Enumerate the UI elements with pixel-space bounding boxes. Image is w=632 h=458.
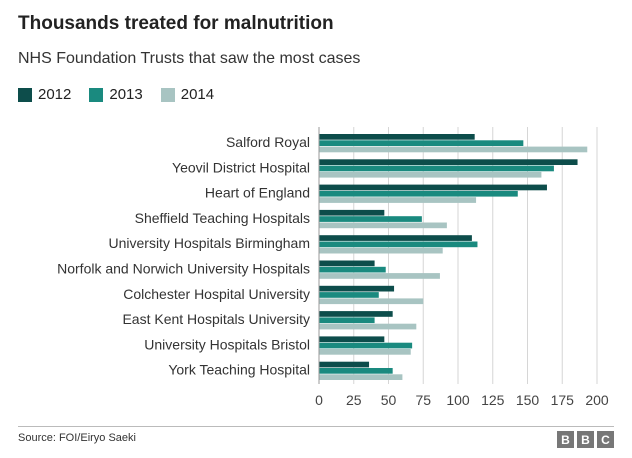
category-label: Yeovil District Hospital xyxy=(172,159,310,175)
bar-2013 xyxy=(319,241,478,248)
bar-2013 xyxy=(319,190,518,197)
bar-2014 xyxy=(319,374,403,380)
bar-2014 xyxy=(319,197,477,203)
bbc-logo: B B C xyxy=(557,431,614,448)
category-label: University Hospitals Birmingham xyxy=(108,235,310,251)
x-tick-label: 25 xyxy=(346,392,362,408)
bbc-logo-letter: B xyxy=(557,431,574,448)
category-label: Sheffield Teaching Hospitals xyxy=(135,210,310,226)
bar-2013 xyxy=(319,292,379,298)
bar-2014 xyxy=(319,273,440,279)
bar-2013 xyxy=(319,266,386,273)
legend-label-2012: 2012 xyxy=(38,86,72,103)
category-label: East Kent Hospitals University xyxy=(122,311,310,327)
source-note: Source: FOI/Eiryo Saeki xyxy=(18,432,136,444)
bar-2014 xyxy=(319,222,447,229)
bar-2012 xyxy=(319,260,375,267)
x-tick-label: 200 xyxy=(585,392,609,408)
bar-2014 xyxy=(319,323,417,330)
x-tick-label: 50 xyxy=(381,392,397,408)
x-tick-label: 75 xyxy=(415,392,431,408)
legend-swatch-2012 xyxy=(18,87,32,102)
bar-2012 xyxy=(319,311,393,317)
legend-label-2014: 2014 xyxy=(180,86,215,103)
bar-2012 xyxy=(319,134,475,140)
bar-2014 xyxy=(319,298,424,305)
bar-2012 xyxy=(319,159,578,165)
bar-2013 xyxy=(319,140,524,146)
legend-item-2012: 2012 xyxy=(18,86,71,103)
category-label: York Teaching Hospital xyxy=(168,362,310,378)
legend-label-2013: 2013 xyxy=(109,86,143,103)
bar-2012 xyxy=(319,361,370,368)
category-label: University Hospitals Bristol xyxy=(144,336,310,352)
category-label: Norfolk and Norwich University Hospitals xyxy=(57,261,310,277)
legend-item-2013: 2013 xyxy=(89,86,143,103)
bar-2012 xyxy=(319,209,385,216)
chart-subtitle: NHS Foundation Trusts that saw the most … xyxy=(18,50,361,67)
footer-divider xyxy=(18,426,614,427)
legend-swatch-2014 xyxy=(160,87,175,102)
x-tick-label: 125 xyxy=(481,392,505,408)
x-tick-label: 100 xyxy=(446,392,470,408)
bar-2014 xyxy=(319,349,411,355)
x-tick-label: 150 xyxy=(516,392,540,408)
category-label: Heart of England xyxy=(205,185,310,201)
bar-2014 xyxy=(319,146,588,153)
legend: 2012 2013 2014 xyxy=(18,86,214,103)
bar-2012 xyxy=(319,184,547,191)
x-tick-label: 175 xyxy=(551,392,575,408)
x-tick-label: 0 xyxy=(315,392,323,408)
bar-2013 xyxy=(319,368,393,374)
chart-title: Thousands treated for malnutrition xyxy=(18,13,334,34)
bar-2013 xyxy=(319,317,375,324)
category-label: Colchester Hospital University xyxy=(123,286,310,302)
bbc-logo-letter: B xyxy=(577,431,594,448)
category-label: Salford Royal xyxy=(226,134,310,150)
bar-2013 xyxy=(319,165,554,172)
bar-2012 xyxy=(319,235,472,241)
bar-2013 xyxy=(319,342,413,349)
legend-swatch-2013 xyxy=(89,87,104,102)
bar-2013 xyxy=(319,216,422,222)
bar-2014 xyxy=(319,247,443,254)
bar-2012 xyxy=(319,336,385,343)
bar-2014 xyxy=(319,171,542,178)
bbc-logo-letter: C xyxy=(597,431,614,448)
legend-item-2014: 2014 xyxy=(160,86,215,103)
bar-2012 xyxy=(319,285,395,292)
